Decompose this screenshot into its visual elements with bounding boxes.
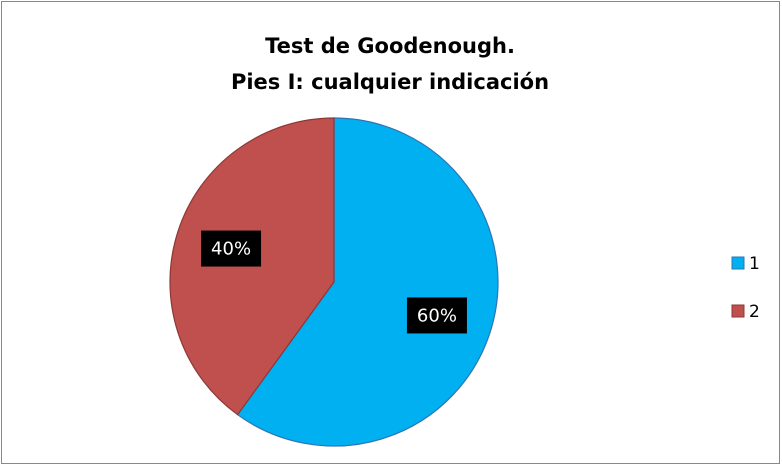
chart-title: Test de Goodenough. [265,34,515,58]
chart-title: Pies I: cualquier indicación [231,70,549,94]
data-label-box [201,230,262,267]
legend-label: 2 [749,302,760,322]
data-label: 40% [211,239,251,260]
data-label-box [406,297,467,334]
pie-slice [236,117,499,447]
data-label: 60% [417,305,457,326]
legend-swatch [731,256,745,270]
legend-swatch [731,304,745,318]
legend-label: 1 [749,254,760,274]
